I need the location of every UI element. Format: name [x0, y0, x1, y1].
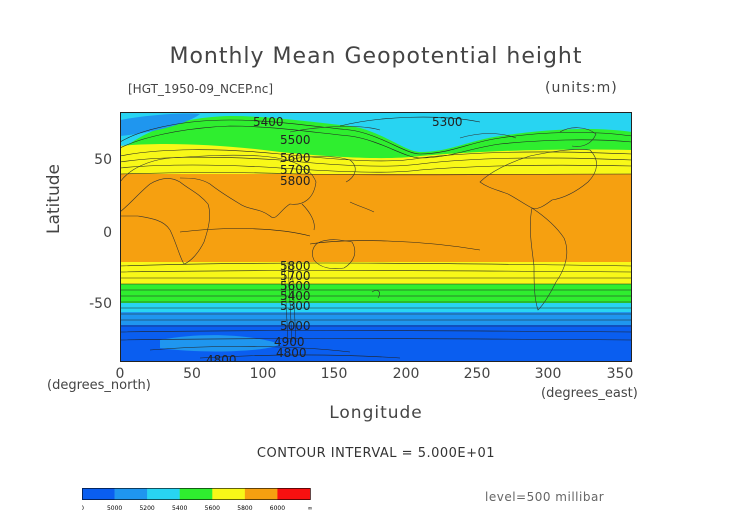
contour-label: 5400	[280, 289, 311, 303]
plot-frame	[120, 112, 632, 362]
units-label: (units:m)	[545, 80, 618, 96]
y-tick-label: 50	[94, 152, 112, 168]
x-tick-label: 350	[606, 366, 634, 382]
colorbar: 0 5000 5200 5400 5600 5800 6000 ∞	[82, 488, 313, 512]
colorbar-label: 5000	[107, 505, 122, 512]
colorbar-label: 5200	[139, 505, 154, 512]
y-axis-units: (degrees_north)	[47, 378, 151, 393]
file-label: [HGT_1950-09_NCEP.nc]	[128, 82, 274, 96]
contour-labels: 5400 5500 5300 5600 5700 5800 5800 5700 …	[206, 115, 463, 362]
colorbar-label: 5800	[237, 505, 252, 512]
band-cyan-south	[120, 303, 632, 312]
colorbar-swatch	[212, 488, 246, 500]
x-tick-label: 200	[392, 366, 420, 382]
x-tick-label: 50	[183, 366, 201, 382]
band-yellow-south	[120, 262, 632, 284]
y-tick-label: -50	[89, 296, 112, 312]
colorbar-label: 5600	[205, 505, 220, 512]
colorbar-swatch	[114, 488, 148, 500]
contour-label: 5800	[280, 259, 311, 273]
contour-label: 5000	[280, 319, 311, 333]
band-mid-blue-south	[120, 312, 632, 325]
x-tick-label: 100	[249, 366, 277, 382]
colorbar-label: 0	[82, 505, 84, 512]
contour-interval-text: CONTOUR INTERVAL = 5.000E+01	[256, 446, 496, 461]
y-axis-label: Latitude	[44, 164, 64, 234]
contour-label: 5700	[280, 269, 311, 283]
contour-label: 4800	[206, 353, 237, 362]
contour-label: 5400	[253, 115, 284, 129]
x-tick-label: 250	[463, 366, 491, 382]
contour-label: 4800	[276, 346, 307, 360]
contour-label: 5600	[280, 279, 311, 293]
colorbar-swatch	[244, 488, 278, 500]
colorbar-swatch	[147, 488, 181, 500]
colorbar-swatch	[277, 488, 311, 500]
geopotential-map: 5400 5500 5300 5600 5700 5800 5800 5700 …	[120, 112, 632, 362]
x-axis-label: Longitude	[329, 403, 423, 423]
coastlines	[120, 126, 597, 311]
x-tick-label: 300	[534, 366, 562, 382]
contour-label: 5700	[280, 163, 311, 177]
dense-contour-hatching	[283, 261, 297, 343]
band-green-south	[120, 284, 632, 303]
x-axis-units: (degrees_east)	[541, 386, 638, 401]
colorbar-label: ∞	[308, 505, 313, 512]
x-tick-label: 150	[320, 366, 348, 382]
contour-label: 5300	[280, 299, 311, 313]
contour-label: 5300	[432, 115, 463, 129]
x-tick-label: 0	[115, 366, 125, 382]
y-tick-label: 0	[103, 225, 112, 241]
contour-label: 5600	[280, 151, 311, 165]
level-text: level=500 millibar	[485, 490, 605, 504]
colorbar-label: 6000	[270, 505, 285, 512]
band-mid-blue-north	[120, 113, 200, 136]
contour-label: 4900	[274, 335, 305, 349]
chart-title: Monthly Mean Geopotential height	[169, 44, 583, 69]
colorbar-swatch	[82, 488, 115, 500]
contour-label: 5800	[280, 174, 311, 188]
contour-label: 5500	[280, 133, 311, 147]
colorbar-swatch	[179, 488, 213, 500]
colorbar-label: 5400	[172, 505, 187, 512]
band-orange	[120, 174, 632, 266]
